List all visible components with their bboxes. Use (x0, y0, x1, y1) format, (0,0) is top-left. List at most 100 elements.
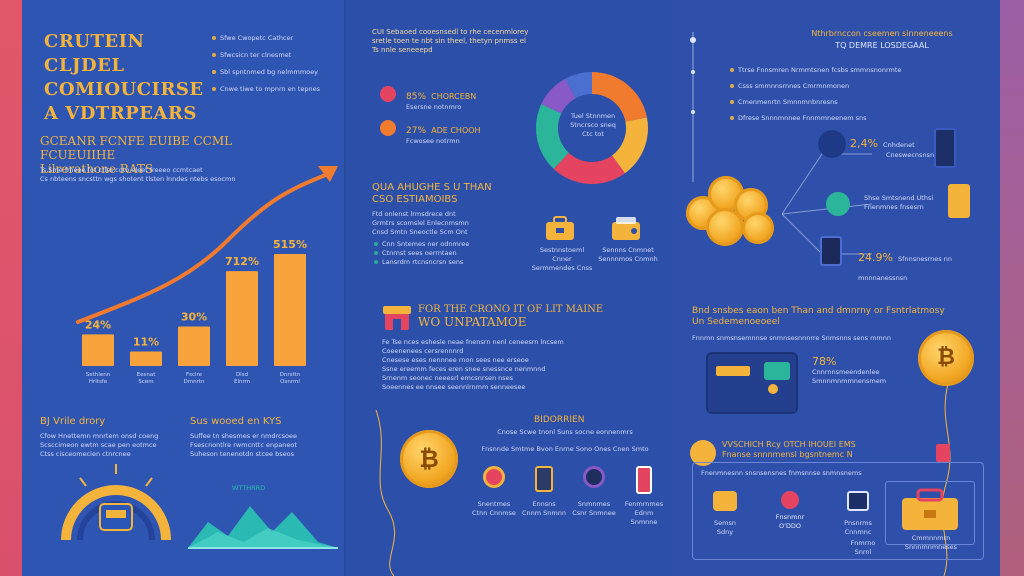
list-text: Dfrese Snnnmnnee Fnnmmneenem sns (738, 114, 867, 122)
right-panel: Nthrbrnccon cseemen sinneneeens TQ DEMRE… (672, 0, 1000, 576)
middle-list: Cnn Sntemes ner odnmree Ctnrnst sees oer… (374, 240, 524, 267)
sub2-text: Suffee tn shesmes er nmdrcsoee Fsescnont… (190, 432, 330, 459)
bullet-icon (374, 260, 378, 264)
bullet-icon (730, 84, 734, 88)
trend-arrow-head (318, 166, 338, 182)
sub1-text: Cfow Hnettemn mnrtem onsd coeng Scsccime… (40, 432, 170, 459)
list-text: Ctnrnst sees oerrntaen (382, 249, 457, 257)
bar-value-label: 712% (225, 255, 259, 268)
battery-icon (948, 184, 970, 218)
box-text: Fnenmnesnn snsnsensnes fnmsnnse snmnsnem… (701, 469, 862, 477)
stat2-value: 27% (406, 126, 427, 136)
donut-hole (562, 98, 622, 158)
card-stat: 78% Cnnrnnsmeendenlee Smnnmnmmnensmem (812, 356, 922, 386)
list-text: Csss smmnnsrnnes Cmrmnmonen (738, 82, 850, 90)
right-sec-title: Bnd snsbes eaon ben Than and dmnrny or F… (692, 306, 982, 328)
stat2-desc: Fcwosee notrmn (406, 137, 460, 145)
bottom-text-line: Cnose Scwe tnonl Suns socne eonnenmrs (497, 428, 633, 436)
box-item: Fnsnmnr O'DDO (765, 491, 815, 531)
device-icon (636, 466, 652, 494)
box-title-line: VVSCHICH Rcy OTCH IHOUEI EMS (722, 440, 856, 449)
right-sec-title-line: Bnd snsbes eaon ben Than and dmnrny or F… (692, 306, 945, 316)
features-box: Fnenmnesnn snsnsensnes fnmsnnse snmnsnem… (692, 462, 984, 560)
bar (274, 254, 306, 366)
stat-c-value: 24.9% (858, 251, 893, 264)
sub2-title: Sus wooed en KYS (190, 416, 282, 427)
middle-sec-text-line: Ftd onlenst lrmsdrece dnt (372, 210, 456, 218)
mini-icon-item: Snmnmes Csnr Snmnee (572, 466, 616, 518)
donut-center-line: Stncrsco sneq (570, 121, 616, 129)
bar-value-label: 24% (85, 318, 111, 331)
phone-icon (535, 466, 553, 492)
feature-title-line: WO UNPATAMOE (418, 315, 527, 329)
bullet-icon (374, 242, 378, 246)
stat-b-label: Shse Smtsnend Uthsi (864, 194, 934, 202)
box-item: Fnmrno Snrnl (843, 539, 883, 557)
feature-text: Fe Tse nces eshesle neae fnensrn nenl ce… (382, 338, 642, 392)
bar-chart: 24% Sethlenn Hrltsfe 11% Eesnat Scem 30% Fsclre… (38, 166, 338, 390)
stat-a-value: 2,4% (850, 137, 878, 150)
briefcase-box: Cmmnnmrn Snnnmnmneses (885, 481, 975, 551)
stat2-label: ADE CHOOH (431, 126, 481, 135)
bullet-icon (730, 68, 734, 72)
bar (178, 326, 210, 366)
mini-icon-label: Snmnmes Csnr Snmnee (572, 500, 616, 517)
donut-slice (565, 72, 592, 99)
bullet-text: Sfwe Cwopetc Cathcer (220, 34, 294, 42)
gauge-icon (61, 464, 171, 541)
stat-b-desc: Fnenmnes fnsesrn (864, 203, 924, 211)
coin-icon: ₿ (400, 430, 458, 488)
main-title-line: CRUTEIN CLJDEL (44, 31, 145, 76)
bar-value-label: 11% (133, 336, 159, 349)
middle-sec-title-line: QUA AHUGHE S U THAN (372, 182, 492, 193)
right-header-line: Nthrbrnccon cseemen sinneneeens (811, 29, 953, 38)
donut-slice (592, 72, 648, 122)
donut-slice (553, 152, 625, 184)
bar (226, 271, 258, 366)
x-tick-label: Fsclre (186, 372, 203, 378)
mountain-label: WTTHRRD (232, 484, 266, 492)
box-item: Semsn Sdny (705, 491, 745, 537)
x-tick-label: Elnrm (234, 379, 250, 385)
bullet-text: Cnwe tiwe to mpnrn en tepnes (220, 85, 321, 93)
bottom-text: Cnose Scwe tnonl Suns socne eonnenmrs Fn… (470, 428, 660, 454)
chart-section-title: GCEANR FCNFE EUIBE CCML FCUEUIIHE Lilrer… (40, 134, 290, 176)
mini-icon-item: Ennsns Cnnm Snmnn (522, 466, 566, 518)
list-text: Ttrse Fnnsmren Nrmmtsnen fcsbs smmnsnonr… (738, 66, 902, 74)
chart-section-title-line: GCEANR FCNFE EUIBE CCML FCUEUIIHE (40, 134, 233, 162)
box-item: Pnsnrms Cnnmnc (833, 491, 883, 537)
chart-circle-icon (818, 130, 846, 158)
alarm-icon (690, 440, 716, 466)
coin-pile-icon (686, 172, 786, 252)
bar (130, 351, 162, 366)
card-dot-icon (768, 384, 778, 394)
timeline-line (690, 32, 696, 182)
feature-text-line: Soeennes ee nnsee seennlrnmm senneesee (382, 383, 526, 391)
bullet-icon (212, 70, 216, 74)
bullet-icon (730, 100, 734, 104)
right-header-line: TQ DEMRE LOSDEGAAL (835, 41, 929, 50)
mini-icon-row: Snentmes Ctnn Cnnmse Ennsns Cnnm Snmnn S… (472, 466, 672, 546)
bullet-text: Sfwcsicn ter clnesmet (220, 51, 292, 59)
list-text: Lansrdm rtcnsncrsn sens (382, 258, 464, 266)
trend-arrow (76, 172, 330, 324)
box-title-line: Fnanse snnnmensl bgsntnemc N (722, 450, 853, 459)
feature-text-line: Srnenm seonec neeesrl emcsnrsen nses (382, 374, 514, 382)
middle-header-line: sretle toen te nbt sin theel, thetyn pnm… (372, 37, 526, 45)
bullet-text: Sbl spntnmed bg nelmmmoey (220, 68, 319, 76)
x-tick-label: Sethlenn (86, 372, 111, 378)
sub1-title: BJ Vrile drory (40, 416, 106, 427)
main-title-line: A VDTRPEARS (44, 103, 197, 124)
middle-sec-title-line: CSO ESTIAMOIBS (372, 194, 458, 205)
middle-sec-text-line: Cnsd Smtn Sneoctle Scm Ont (372, 228, 468, 236)
left-panel: CRUTEIN CLJDEL COMIOUCIRSE A VDTRPEARS S… (22, 0, 346, 576)
right-sec-title-line: Un Sedemenoeoeel (692, 317, 780, 327)
x-tick-label: Eesnat (137, 372, 157, 378)
x-tick-label: Hrltsfe (89, 379, 108, 385)
main-title-line: COMIOUCIRSE (44, 79, 204, 100)
mini-icon-label: Ennsns Cnnm Snmnn (522, 500, 566, 517)
icon1-label: Sestnnstoeml Cnner Sermmendes Cnss (530, 246, 594, 273)
feature-text-line: Cnesese eses nennnee rnon sees nee erseo… (382, 356, 529, 364)
chart-section-text-line: Cs nbteens sncsttn wgs shotent tlsten ln… (40, 175, 236, 183)
right-list: Ttrse Fnnsmren Nrmmtsnen fcsbs smmnsnonr… (730, 66, 980, 123)
